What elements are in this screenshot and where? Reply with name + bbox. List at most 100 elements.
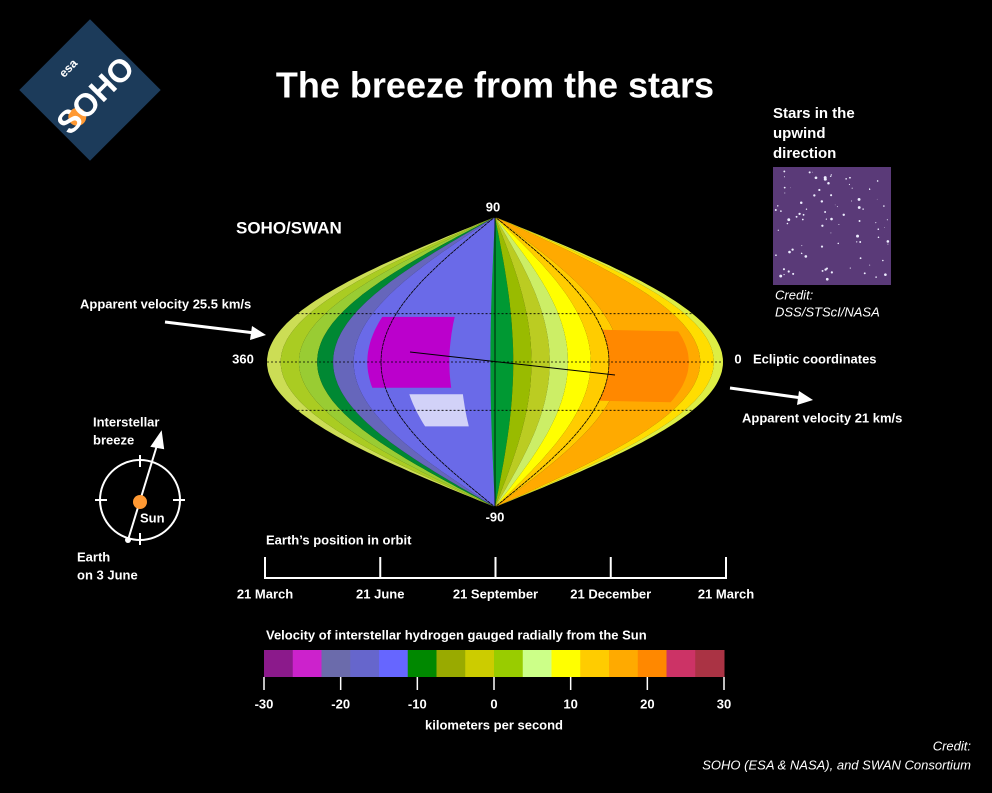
colorbar: -30 -20 -10 0 10 20 30 <box>255 650 731 711</box>
colorbar-tick-label: -20 <box>331 696 350 711</box>
inset-heading: direction <box>773 145 836 162</box>
date-label: 21 June <box>356 586 404 601</box>
star <box>829 175 832 178</box>
star <box>858 220 861 222</box>
star <box>774 209 777 212</box>
credit: SOHO (ESA & NASA), and SWAN Consortium <box>702 757 971 772</box>
star <box>857 206 861 209</box>
star <box>883 205 885 207</box>
coordinates-caption: Ecliptic coordinates <box>753 351 877 366</box>
map-grid <box>494 216 610 508</box>
lon-left: 360 <box>232 351 254 366</box>
star <box>869 187 871 189</box>
star <box>884 227 885 228</box>
star <box>821 269 824 272</box>
arrowhead <box>797 391 813 405</box>
star <box>790 187 791 189</box>
star <box>783 176 785 178</box>
velocity-in: Apparent velocity 25.5 km/s <box>80 296 251 311</box>
star <box>820 200 824 203</box>
earth-label: Earth <box>77 549 110 564</box>
lat-top: 90 <box>486 199 500 214</box>
arrow <box>729 386 803 400</box>
colorbar-swatch <box>407 650 437 677</box>
star <box>875 222 877 224</box>
star <box>800 252 803 255</box>
map-label: SOHO/SWAN <box>236 218 342 237</box>
map-band <box>495 217 550 507</box>
colorbar-tick-label: 30 <box>717 696 731 711</box>
star <box>777 229 779 231</box>
title: The breeze from the stars <box>276 65 714 106</box>
star <box>805 208 808 210</box>
star <box>775 254 777 257</box>
star <box>779 274 783 278</box>
star <box>877 228 880 231</box>
star <box>856 234 859 238</box>
credit: Credit: <box>933 738 972 753</box>
colorbar-swatch <box>292 650 322 677</box>
colorbar-tick-label: 10 <box>563 696 577 711</box>
star <box>800 213 801 214</box>
star <box>859 241 862 243</box>
star <box>830 217 833 221</box>
star <box>875 276 877 278</box>
star <box>784 192 786 194</box>
star <box>801 218 804 221</box>
star <box>804 255 808 258</box>
star <box>887 243 889 245</box>
arrow <box>164 320 256 335</box>
breeze-label: breeze <box>93 432 134 447</box>
star <box>792 272 795 275</box>
lat-bottom: -90 <box>486 509 505 524</box>
star <box>845 178 847 180</box>
colorbar-swatch <box>637 650 667 677</box>
star <box>877 236 880 239</box>
colorbar-swatch <box>551 650 581 677</box>
star <box>886 240 890 243</box>
map-axis <box>409 351 616 376</box>
colorbar-swatch <box>436 650 466 677</box>
star-field <box>774 170 890 281</box>
star <box>808 171 811 174</box>
colorbar-swatch <box>695 650 725 677</box>
star <box>825 277 829 281</box>
star <box>786 222 789 225</box>
star <box>801 245 803 247</box>
colorbar-title: Velocity of interstellar hydrogen gauged… <box>266 627 647 642</box>
star <box>788 250 791 254</box>
star <box>856 241 858 243</box>
breeze-label: Interstellar <box>93 414 159 429</box>
star <box>882 259 884 262</box>
colorbar-swatch <box>609 650 639 677</box>
star <box>851 200 853 202</box>
star <box>820 245 824 248</box>
star <box>849 267 851 269</box>
star <box>818 188 821 192</box>
star <box>824 268 827 271</box>
earth-label: on 3 June <box>77 567 138 582</box>
star <box>782 268 785 271</box>
map-band <box>495 217 532 507</box>
star <box>787 218 791 222</box>
orbit-title: Earth’s position in orbit <box>266 532 412 547</box>
star <box>869 264 871 266</box>
colorbar-swatch <box>350 650 380 677</box>
star <box>868 188 871 191</box>
sun <box>133 495 147 509</box>
star <box>857 197 861 201</box>
colorbar-tick-label: -30 <box>255 696 274 711</box>
colorbar-swatch <box>264 650 294 677</box>
colorbar-tick-label: 0 <box>490 696 497 711</box>
star <box>823 176 827 180</box>
colorbar-swatch <box>522 650 552 677</box>
inset-credit: DSS/STScI/NASA <box>775 304 880 319</box>
star <box>813 194 816 197</box>
star <box>783 186 786 189</box>
star <box>777 205 779 207</box>
star <box>814 176 818 180</box>
sky-map <box>267 216 723 508</box>
colorbar-swatch <box>580 650 610 677</box>
colorbar-swatch <box>465 650 495 677</box>
inset-heading: Stars in the <box>773 105 855 122</box>
